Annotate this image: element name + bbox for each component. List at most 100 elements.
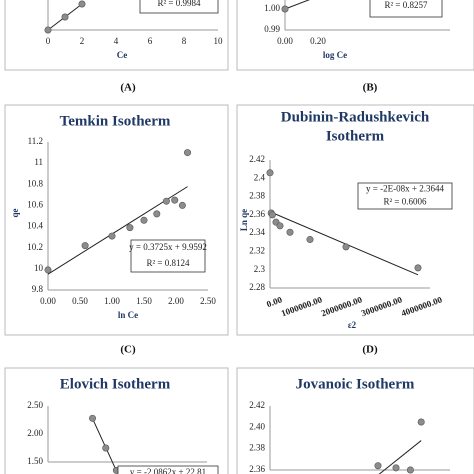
y-tick-label: 2.3 [254, 264, 266, 274]
x-axis-label: ε2 [348, 320, 357, 330]
y-tick-label: 2.38 [249, 191, 265, 201]
equation-box [139, 0, 219, 14]
equation: R² = 0.9984 [157, 0, 201, 8]
equation-box [357, 182, 453, 210]
x-axis-label: log Ce [323, 50, 347, 60]
x-tick-label: 2.00 [168, 296, 184, 306]
data-point [44, 26, 52, 34]
equation: y = -2E-08x + 2.3644 [366, 184, 444, 194]
y-tick-label: 0.99 [264, 24, 280, 34]
x-tick-label: 2000000.00 [320, 294, 364, 318]
y-tick-label: 2.40 [249, 421, 265, 431]
y-tick-label: 1.00 [264, 3, 280, 13]
chart-title: Temkin Isotherm [60, 113, 171, 129]
data-point [153, 210, 161, 218]
y-tick-label: 2.42 [249, 154, 265, 164]
y-tick-label: 10.4 [27, 221, 43, 231]
data-point [414, 264, 422, 272]
y-tick-label: 1.50 [27, 456, 43, 466]
x-tick-label: 2 [80, 36, 85, 46]
data-point [108, 232, 116, 240]
y-tick-label: 2.36 [249, 464, 265, 474]
data-point [61, 13, 69, 21]
x-tick-label: 0.00 [40, 296, 56, 306]
x-tick-label: 0.00 [277, 36, 293, 46]
data-point [102, 444, 110, 452]
data-point [184, 149, 192, 157]
x-axis-label: ln Ce [118, 310, 138, 320]
panel-frame [236, 367, 474, 474]
data-point [44, 266, 52, 274]
equation-box [117, 465, 219, 474]
data-point [406, 466, 414, 474]
x-tick-label: 6 [148, 36, 153, 46]
panel-label: (D) [362, 344, 378, 356]
panel-frame [4, 0, 229, 71]
y-tick-label: 9.8 [32, 284, 44, 294]
data-point [374, 462, 382, 470]
panel-frame [236, 104, 474, 336]
x-tick-label: 0.20 [310, 36, 326, 46]
panel-label: (B) [363, 82, 378, 94]
equation: R² = 0.8257 [384, 0, 428, 10]
y-tick-label: 2.4 [254, 172, 266, 182]
chart-title: Elovich Isotherm [60, 376, 171, 392]
data-point [171, 196, 179, 204]
chart-title: Isotherm [326, 128, 385, 144]
x-tick-label: 1000000.00 [280, 294, 324, 318]
x-tick-label: 0.50 [72, 296, 88, 306]
equation: R² = 0.8124 [146, 258, 190, 268]
x-tick-label: 1.50 [136, 296, 152, 306]
trend-line [284, 0, 310, 10]
y-tick-label: 2.34 [249, 227, 265, 237]
y-tick-label: 10 [34, 263, 44, 273]
y-tick-label: 11.2 [28, 136, 43, 146]
equation-box [130, 239, 206, 273]
y-tick-label: 2.36 [249, 209, 265, 219]
y-tick-label: 10.2 [27, 242, 43, 252]
data-point [78, 0, 86, 8]
panel-label: (A) [120, 82, 136, 94]
x-tick-label: 2.50 [200, 296, 216, 306]
y-tick-label: 2.32 [249, 245, 265, 255]
equation: R² = 0.6006 [383, 197, 427, 207]
trend-line [378, 440, 422, 474]
y-tick-label: 2.38 [249, 443, 265, 453]
equation-box [369, 0, 443, 18]
data-point [178, 201, 186, 209]
y-tick-label: 2.00 [27, 428, 43, 438]
data-point [266, 169, 274, 177]
data-point [417, 418, 425, 426]
x-tick-label: 1.00 [104, 296, 120, 306]
data-point [89, 414, 97, 422]
x-tick-label: 4000000.00 [400, 294, 444, 318]
y-tick-label: 10.6 [27, 199, 43, 209]
y-axis-label: qe [10, 208, 20, 217]
equation: y = 0.3725x + 9.9592 [129, 242, 207, 252]
trend-line [92, 418, 117, 471]
y-tick-label: 2.42 [249, 400, 265, 410]
y-tick-label: 2.28 [249, 282, 265, 292]
data-point [281, 5, 289, 13]
panel-frame [236, 0, 474, 71]
data-point [392, 464, 400, 472]
x-axis-label: Ce [117, 50, 128, 60]
data-point [276, 222, 284, 230]
panel-frame [4, 367, 229, 474]
data-point [126, 224, 134, 232]
data-point [268, 211, 276, 219]
x-tick-label: 0 [46, 36, 51, 46]
chart-title: Jovanoic Isotherm [296, 376, 415, 392]
y-tick-label: 10.8 [27, 178, 43, 188]
x-tick-label: 8 [182, 36, 187, 46]
data-point [162, 197, 170, 205]
x-tick-label: 0.00 [265, 294, 284, 309]
data-point [81, 242, 89, 250]
data-point [306, 236, 314, 244]
x-tick-label: 10 [214, 36, 224, 46]
data-point [286, 228, 294, 236]
x-tick-label: 4 [114, 36, 119, 46]
data-point [342, 243, 350, 251]
y-axis-label: Ln qe [239, 209, 249, 231]
